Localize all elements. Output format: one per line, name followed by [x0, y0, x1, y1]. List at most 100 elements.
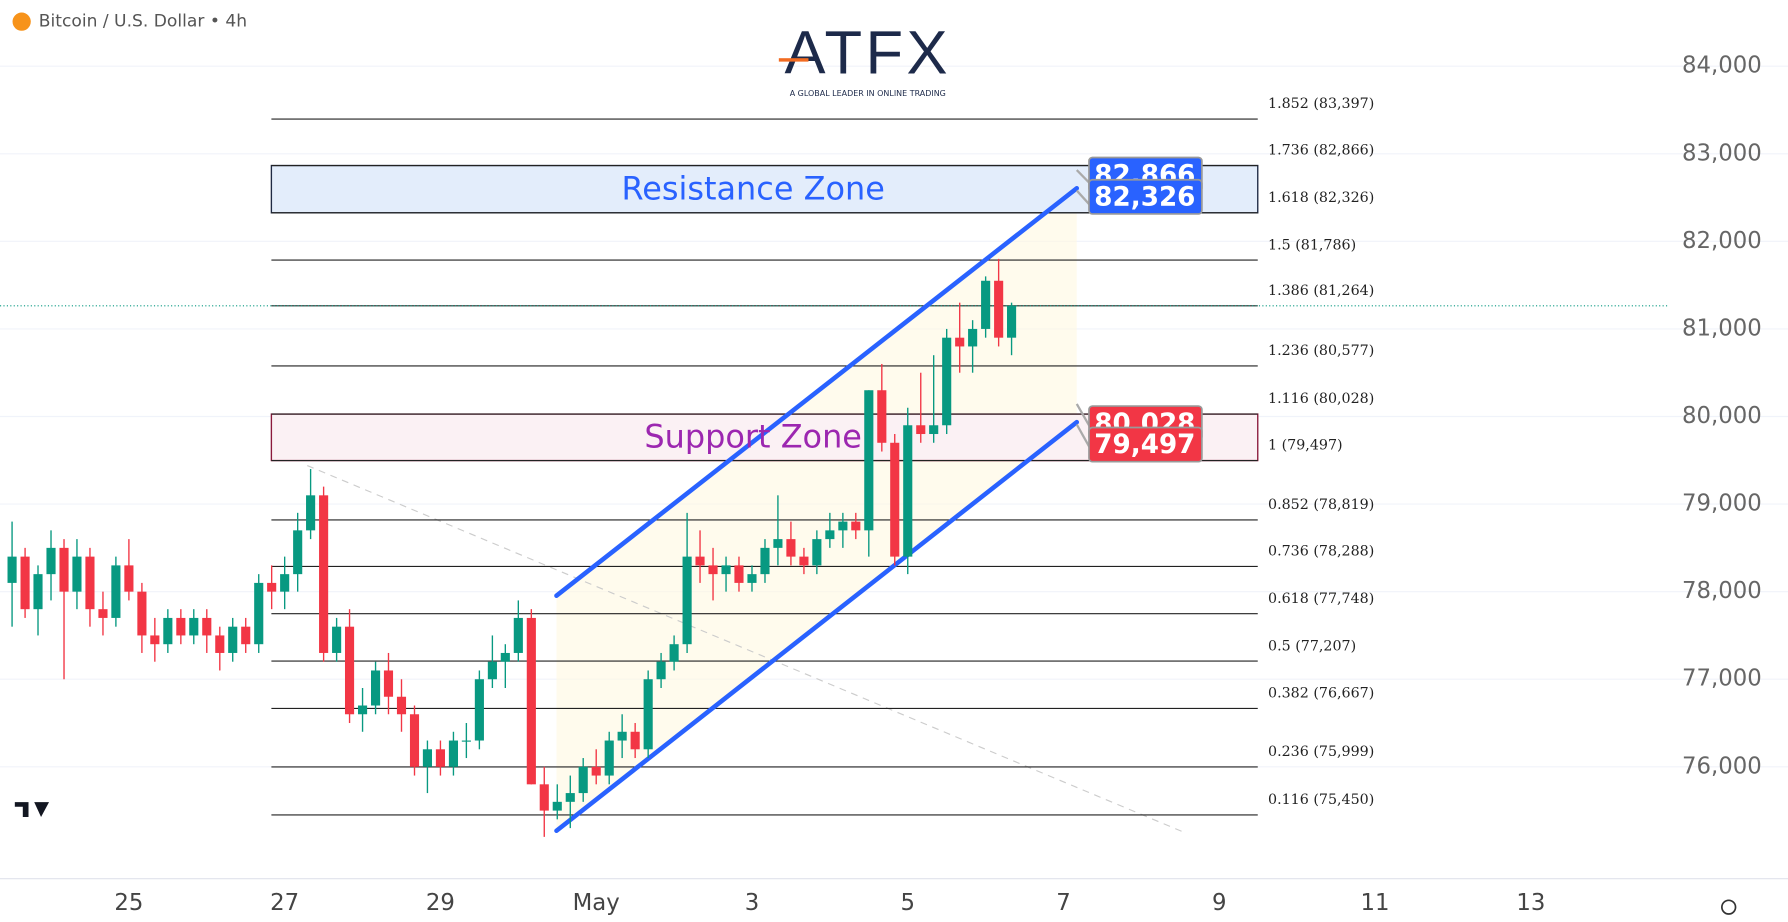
fib-label: 0.5 (77,207): [1268, 638, 1356, 654]
candle-body: [280, 574, 290, 592]
candle-body: [293, 530, 303, 575]
candle-body: [409, 714, 420, 767]
candle-body: [332, 626, 342, 653]
candle-body: [306, 495, 316, 531]
zone-label: Support Zone: [644, 417, 862, 455]
tv-mark: [14, 802, 50, 818]
fib-label: 1.236 (80,577): [1268, 343, 1374, 359]
tradingview-logo: [14, 802, 50, 818]
fib-label: 0.236 (75,999): [1268, 744, 1374, 760]
candle-body: [189, 617, 199, 636]
price-tag-label: 79,497: [1094, 430, 1195, 460]
logo-brand: ATFX: [785, 18, 951, 87]
candle-body: [864, 390, 874, 531]
x-tick-label: 7: [1056, 890, 1071, 916]
candle-body: [357, 705, 368, 715]
candle-body: [812, 539, 822, 566]
candle-body: [59, 547, 69, 592]
channel-layer: [554, 186, 1080, 834]
candle-body: [383, 670, 394, 697]
candle-body: [435, 749, 446, 767]
candle-body: [721, 565, 731, 575]
candle-body: [591, 766, 601, 776]
fib-label: 1.386 (81,264): [1268, 283, 1374, 299]
y-tick-label: 81,000: [1682, 315, 1762, 341]
candle-body: [643, 679, 653, 750]
candle-body: [267, 582, 277, 592]
candle-body: [565, 793, 575, 802]
zone-label: Resistance Zone: [621, 169, 884, 207]
fib-label: 0.852 (78,819): [1268, 497, 1374, 513]
fib-label: 0.382 (76,667): [1268, 686, 1374, 702]
fib-label: 1.5 (81,786): [1268, 237, 1356, 253]
channel-line: [554, 186, 1080, 598]
price-tag: [1088, 426, 1203, 463]
fib-label: 0.116 (75,450): [1268, 792, 1374, 808]
candle-body: [786, 539, 796, 557]
logo-tagline: A GLOBAL LEADER IN ONLINE TRADING: [790, 89, 946, 98]
fib-label: 1.736 (82,866): [1268, 143, 1374, 159]
x-tick-label: 11: [1361, 890, 1390, 916]
candle-body: [150, 635, 160, 645]
candle-body: [851, 521, 861, 531]
candle-body: [202, 617, 212, 636]
fib-label: 0.618 (77,748): [1268, 591, 1374, 607]
candle-body: [773, 539, 783, 548]
candle-body: [254, 582, 264, 645]
x-tick-label: 25: [114, 890, 143, 916]
candle-body: [955, 337, 965, 347]
candle-body: [942, 337, 952, 426]
candle-body: [163, 617, 173, 645]
candle-body: [760, 547, 770, 575]
candle-body: [487, 661, 497, 680]
candle-body: [656, 661, 666, 680]
y-tick-label: 84,000: [1682, 53, 1762, 79]
x-tick-label: 29: [426, 890, 455, 916]
candle-body: [994, 280, 1004, 338]
candle-body: [46, 547, 56, 575]
x-tick-label: 9: [1212, 890, 1227, 916]
candle-body: [241, 626, 251, 645]
candle-body: [461, 740, 471, 742]
settings-icon[interactable]: [1721, 899, 1737, 915]
candle-body: [669, 644, 679, 662]
fib-label: 1.618 (82,326): [1268, 190, 1374, 206]
y-tick-label: 83,000: [1682, 140, 1762, 166]
y-tick-label: 78,000: [1682, 578, 1762, 604]
y-tick-label: 77,000: [1682, 666, 1762, 692]
symbol-title: Bitcoin / U.S. Dollar • 4h: [39, 12, 247, 32]
fib-label: 0.736 (78,288): [1268, 544, 1374, 560]
candle-body: [33, 574, 43, 610]
candle-body: [513, 617, 523, 653]
candle-body: [422, 749, 432, 767]
candle-body: [396, 696, 407, 715]
candles-layer: [7, 258, 1017, 837]
candle-body: [85, 556, 95, 610]
candle-body: [500, 652, 510, 662]
candle-body: [98, 609, 108, 618]
candle-body: [630, 731, 640, 750]
price-tag-label: 82,326: [1094, 182, 1195, 212]
candle-body: [72, 556, 82, 592]
candle-body: [215, 635, 225, 653]
candle-body: [695, 556, 705, 566]
candle-body: [981, 280, 991, 329]
candle-body: [111, 565, 121, 618]
header: Bitcoin / U.S. Dollar • 4h ATFX A GLOBAL…: [12, 12, 951, 98]
candle-body: [838, 521, 848, 531]
fib-label: 1.116 (80,028): [1268, 391, 1374, 407]
fib-label: 1.852 (83,397): [1268, 96, 1374, 112]
candle-body: [747, 574, 757, 583]
candle-body: [968, 328, 978, 347]
price-tag: [1088, 178, 1203, 215]
channel-line: [554, 419, 1080, 834]
candle-body: [1007, 305, 1017, 338]
candle-body: [877, 390, 887, 443]
candle-body: [526, 617, 536, 785]
candle-body: [371, 670, 381, 706]
bitcoin-icon: [12, 12, 31, 31]
candle-body: [319, 495, 329, 653]
candle-body: [604, 740, 614, 776]
candle-body: [539, 784, 549, 811]
